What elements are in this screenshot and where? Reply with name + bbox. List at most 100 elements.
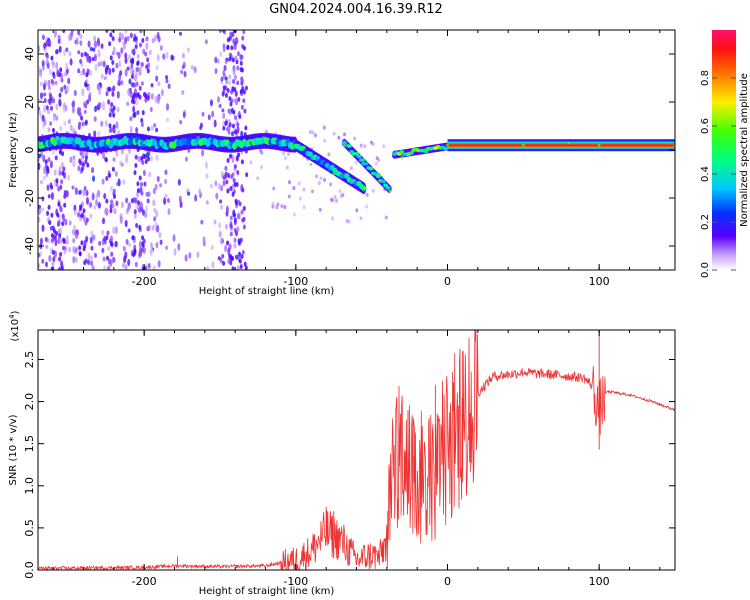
noise-mark [155,75,159,82]
noise-mark [57,38,61,44]
noise-mark [181,90,185,95]
noise-mark [41,60,45,67]
noise-mark [155,241,159,249]
noise-mark [119,70,123,76]
noise-mark [71,105,75,114]
noise-mark [55,49,59,55]
noise-mark [365,204,369,209]
y-tick-label: 0.5 [23,519,36,537]
noise-mark [231,256,235,262]
noise-mark [222,85,226,91]
noise-mark [89,69,93,77]
noise-mark [109,241,113,247]
noise-mark [77,50,81,55]
noise-mark [108,41,112,47]
ridge-point [567,141,571,145]
noise-mark [181,52,185,59]
noise-mark [146,198,150,204]
noise-mark [226,87,230,93]
noise-mark [359,216,363,221]
ridge-point [446,143,449,147]
noise-mark [122,245,126,252]
noise-mark [84,82,88,88]
noise-mark [281,151,285,156]
noise-mark [235,156,239,162]
noise-mark [101,151,105,160]
noise-mark [164,193,168,199]
noise-mark [38,106,41,111]
noise-mark [93,130,97,138]
noise-mark [133,82,137,88]
x-tick-label: 0 [444,575,451,588]
noise-mark [79,33,83,40]
noise-mark [112,193,116,199]
noise-mark [78,189,82,195]
noise-mark [78,251,82,257]
noise-mark [122,179,126,185]
noise-mark [63,193,67,199]
noise-mark [39,237,43,245]
noise-mark [222,125,226,131]
noise-mark [102,256,106,262]
y-axis-label: SNR (10 * v/v) [8,414,19,485]
noise-mark [142,238,146,244]
noise-mark [73,224,77,231]
noise-mark [87,252,91,260]
noise-mark [136,110,140,115]
noise-mark [133,209,137,215]
noise-mark [108,67,112,76]
x-tick-label: 100 [589,575,610,588]
noise-mark [115,121,119,129]
noise-mark [204,39,208,45]
y-tick-label: 2.5 [23,351,36,369]
noise-mark [63,102,67,110]
noise-mark [151,225,155,231]
noise-mark [310,189,314,194]
noise-mark [224,174,228,180]
noise-mark [241,35,245,41]
noise-mark [129,67,133,75]
x-axis-label: Height of straight line (km) [199,586,335,597]
noise-mark [118,36,122,43]
noise-mark [144,159,148,165]
noise-mark [229,31,233,37]
noise-mark [78,111,82,117]
noise-mark [135,67,139,73]
noise-mark [228,80,232,85]
noise-mark [79,204,83,210]
band-mark [368,166,374,171]
noise-mark [140,247,144,253]
noise-mark [83,244,87,250]
noise-mark [334,198,338,203]
noise-mark [259,165,263,170]
noise-mark [46,210,50,216]
noise-mark [112,226,116,235]
noise-mark [280,204,284,209]
noise-mark [230,131,234,137]
noise-mark [58,256,62,262]
noise-mark [96,82,100,91]
noise-mark [38,204,41,209]
noise-mark [271,204,275,209]
noise-mark [57,228,61,235]
noise-mark [128,202,132,210]
noise-mark [153,34,157,42]
noise-mark [86,99,90,105]
noise-mark [121,262,125,268]
noise-mark [225,205,229,213]
noise-mark [81,88,85,97]
snr-line [38,330,675,570]
noise-mark [47,127,51,133]
noise-mark [122,41,126,46]
noise-mark [77,165,81,172]
noise-mark [60,265,64,270]
noise-mark [359,143,363,148]
y-multiplier-label: (x104) [8,310,21,341]
noise-mark [54,80,58,86]
noise-mark [114,241,118,248]
noise-mark [89,236,93,244]
noise-mark [80,52,84,58]
noise-mark [371,188,375,193]
noise-mark [47,194,51,199]
noise-mark [149,106,153,113]
